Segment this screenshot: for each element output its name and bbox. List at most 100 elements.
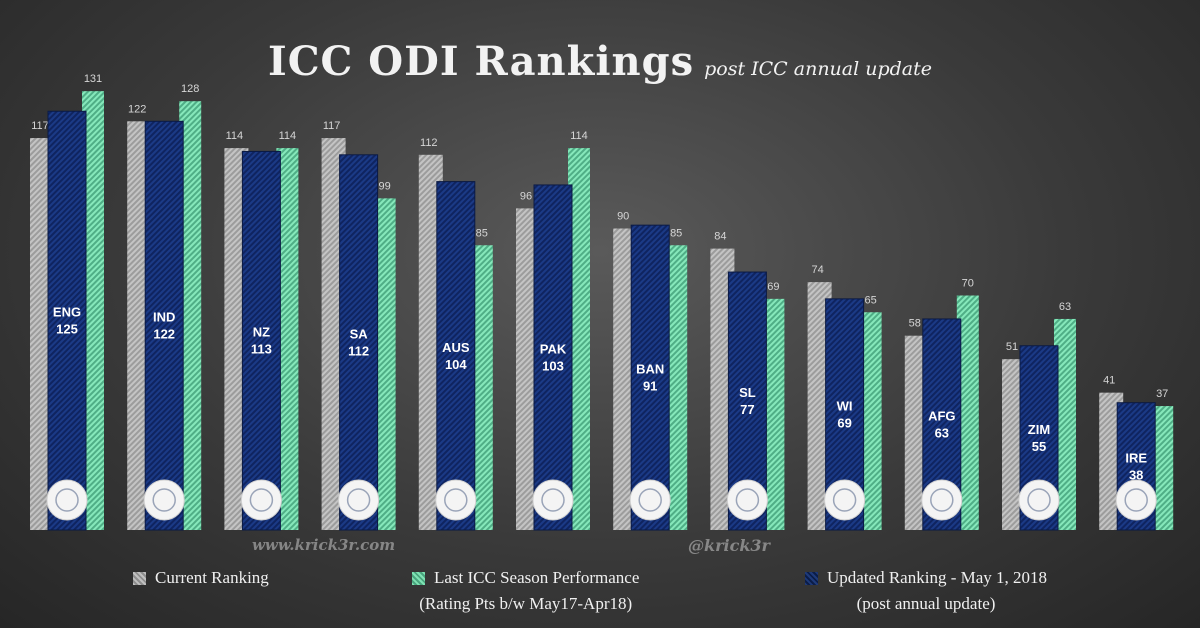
label-last-season-pak: 114	[570, 130, 588, 142]
legend-label-last-season: Last ICC Season Performance	[434, 568, 640, 587]
bar-last-season-eng	[82, 91, 104, 531]
team-logo-nz	[240, 479, 282, 521]
legend-swatch-last-season	[412, 571, 425, 585]
title-main: ICC ODI Rankings	[267, 38, 695, 85]
team-logo-ring-wi	[832, 488, 857, 512]
label-team-aus: AUS	[442, 340, 470, 355]
bar-updated-aus	[436, 181, 476, 531]
team-logo-wi	[824, 479, 866, 521]
bar-last-season-ind	[179, 101, 202, 530]
legend-last-season: Last ICC Season Performance (Rating Pts …	[412, 565, 639, 617]
label-last-season-aus: 85	[476, 227, 488, 239]
team-logo-ring-nz	[249, 488, 274, 512]
label-last-season-wi: 65	[864, 294, 876, 306]
legend-note-last-season: (Rating Pts b/w May17-Apr18)	[419, 594, 633, 613]
label-current-wi: 74	[811, 264, 823, 276]
label-current-ire: 41	[1103, 375, 1115, 387]
label-current-nz: 114	[226, 130, 244, 142]
bar-last-season-wi	[859, 312, 882, 530]
bar-last-season-zim	[1054, 318, 1076, 530]
team-logo-ring-sa	[346, 488, 371, 512]
label-current-aus: 112	[420, 137, 438, 149]
label-team-nz: NZ	[253, 325, 270, 340]
label-team-ire: IRE	[1125, 450, 1147, 465]
bar-last-season-ire	[1151, 406, 1174, 530]
legend-swatch-current	[133, 571, 146, 585]
label-team-zim: ZIM	[1028, 422, 1050, 437]
label-updated-zim: 55	[1032, 439, 1046, 454]
team-logo-ring-aus	[444, 488, 468, 512]
bar-last-season-ban	[665, 245, 688, 530]
label-updated-nz: 113	[251, 342, 272, 357]
label-team-ban: BAN	[636, 362, 664, 377]
legend-swatch-updated	[805, 571, 818, 585]
label-last-season-sl: 69	[767, 281, 779, 293]
watermark-handle: @krick3r	[688, 536, 770, 555]
label-team-wi: WI	[837, 398, 853, 413]
legend-current: Current Ranking	[133, 565, 269, 591]
label-updated-wi: 69	[837, 415, 851, 430]
chart-title: ICC ODI Rankings post ICC annual update	[0, 38, 1200, 85]
legend-updated: Updated Ranking - May 1, 2018 (post annu…	[805, 565, 1047, 617]
label-last-season-ban: 85	[670, 227, 682, 239]
label-updated-ire: 38	[1129, 467, 1143, 482]
team-logo-afg	[921, 479, 963, 521]
label-team-sa: SA	[350, 326, 369, 341]
bar-last-season-sa	[373, 198, 396, 530]
label-updated-afg: 63	[935, 425, 949, 440]
bar-updated-eng	[47, 110, 87, 531]
team-logo-ring-ind	[152, 488, 176, 512]
label-current-sa: 117	[323, 120, 341, 132]
team-logo-ring-ban	[638, 488, 662, 512]
label-current-ind: 122	[128, 103, 146, 115]
label-last-season-ind: 128	[181, 83, 199, 95]
team-logo-eng	[46, 479, 88, 521]
team-logo-ban	[629, 479, 671, 521]
bar-updated-sa	[339, 154, 379, 531]
label-updated-aus: 104	[445, 357, 467, 372]
team-logo-ring-ire	[1124, 488, 1148, 512]
team-logo-sl	[726, 479, 768, 521]
bar-last-season-nz	[276, 148, 299, 530]
label-updated-sl: 77	[740, 402, 754, 417]
team-logo-sa	[338, 479, 380, 521]
label-current-sl: 84	[714, 231, 726, 243]
label-updated-eng: 125	[56, 322, 78, 337]
label-team-eng: ENG	[53, 305, 81, 320]
label-last-season-afg: 70	[962, 278, 974, 290]
team-logo-ring-eng	[55, 488, 79, 512]
legend-label-current: Current Ranking	[155, 568, 269, 587]
team-logo-pak	[532, 479, 574, 521]
team-logo-aus	[435, 479, 477, 521]
title-subtitle: post ICC annual update	[704, 58, 933, 80]
label-team-sl: SL	[739, 385, 756, 400]
label-last-season-eng: 131	[84, 73, 102, 85]
label-updated-ind: 122	[153, 327, 175, 342]
label-team-pak: PAK	[540, 341, 567, 356]
bar-last-season-sl	[762, 298, 785, 530]
bar-last-season-aus	[470, 245, 493, 530]
label-current-zim: 51	[1006, 341, 1018, 353]
team-logo-ring-pak	[541, 488, 565, 512]
bar-updated-ban	[630, 224, 670, 531]
team-logo-ring-afg	[930, 488, 954, 512]
label-last-season-zim: 63	[1059, 301, 1071, 313]
bar-updated-pak	[533, 184, 573, 531]
team-logo-zim	[1018, 479, 1060, 521]
label-last-season-nz: 114	[279, 130, 297, 142]
bar-last-season-pak	[568, 148, 590, 530]
legend-label-updated: Updated Ranking - May 1, 2018	[827, 568, 1048, 587]
team-logo-ind	[143, 479, 185, 521]
label-updated-ban: 91	[643, 379, 657, 394]
label-current-eng: 117	[31, 120, 49, 132]
team-logo-ring-zim	[1027, 488, 1051, 512]
bar-updated-ind	[144, 120, 184, 531]
label-current-afg: 58	[909, 318, 921, 330]
team-logo-ire	[1115, 479, 1157, 521]
legend-note-updated: (post annual update)	[856, 594, 996, 613]
bar-last-season-afg	[956, 295, 979, 530]
label-last-season-ire: 37	[1156, 388, 1168, 400]
label-team-afg: AFG	[928, 408, 955, 423]
label-updated-pak: 103	[542, 358, 564, 373]
label-updated-sa: 112	[348, 343, 369, 358]
